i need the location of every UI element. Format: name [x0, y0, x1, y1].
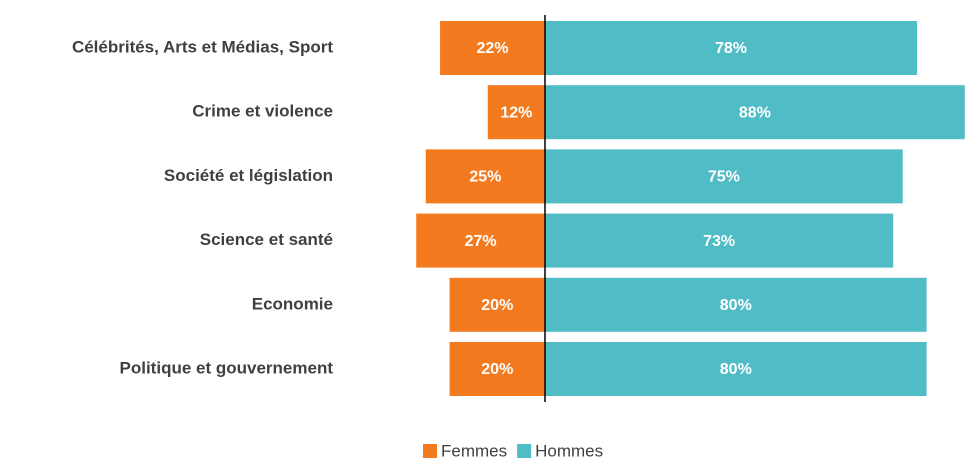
legend-swatch	[517, 444, 532, 458]
bar	[425, 149, 545, 204]
bar	[545, 213, 894, 268]
category-label: Politique et gouvernement	[120, 358, 334, 377]
value-label: 12%	[500, 104, 532, 121]
value-label: 25%	[469, 169, 501, 186]
value-label: 78%	[715, 40, 747, 57]
value-label: 20%	[481, 297, 513, 314]
category-label: Société et législation	[164, 166, 333, 185]
bar	[545, 85, 965, 140]
bar	[449, 277, 545, 332]
bar	[440, 21, 545, 75]
legend-label: Femmes	[441, 441, 507, 460]
bar	[487, 85, 545, 140]
value-label: 80%	[720, 297, 752, 314]
value-label: 22%	[477, 40, 509, 57]
value-label: 27%	[465, 233, 497, 250]
legend-swatch	[423, 444, 437, 458]
value-label: 88%	[739, 104, 771, 121]
bar	[449, 342, 545, 396]
category-label: Crime et violence	[192, 102, 333, 121]
legend-label: Hommes	[535, 441, 603, 460]
value-label: 80%	[720, 361, 752, 378]
bar	[416, 213, 545, 268]
value-label: 75%	[708, 169, 740, 186]
category-label: Economie	[252, 294, 333, 313]
value-label: 73%	[703, 233, 735, 250]
category-label: Science et santé	[200, 230, 333, 249]
bar	[545, 21, 918, 75]
bar	[545, 149, 903, 204]
bar	[545, 342, 927, 396]
bar	[545, 277, 927, 332]
category-label: Célébrités, Arts et Médias, Sport	[72, 37, 333, 56]
value-label: 20%	[481, 361, 513, 378]
